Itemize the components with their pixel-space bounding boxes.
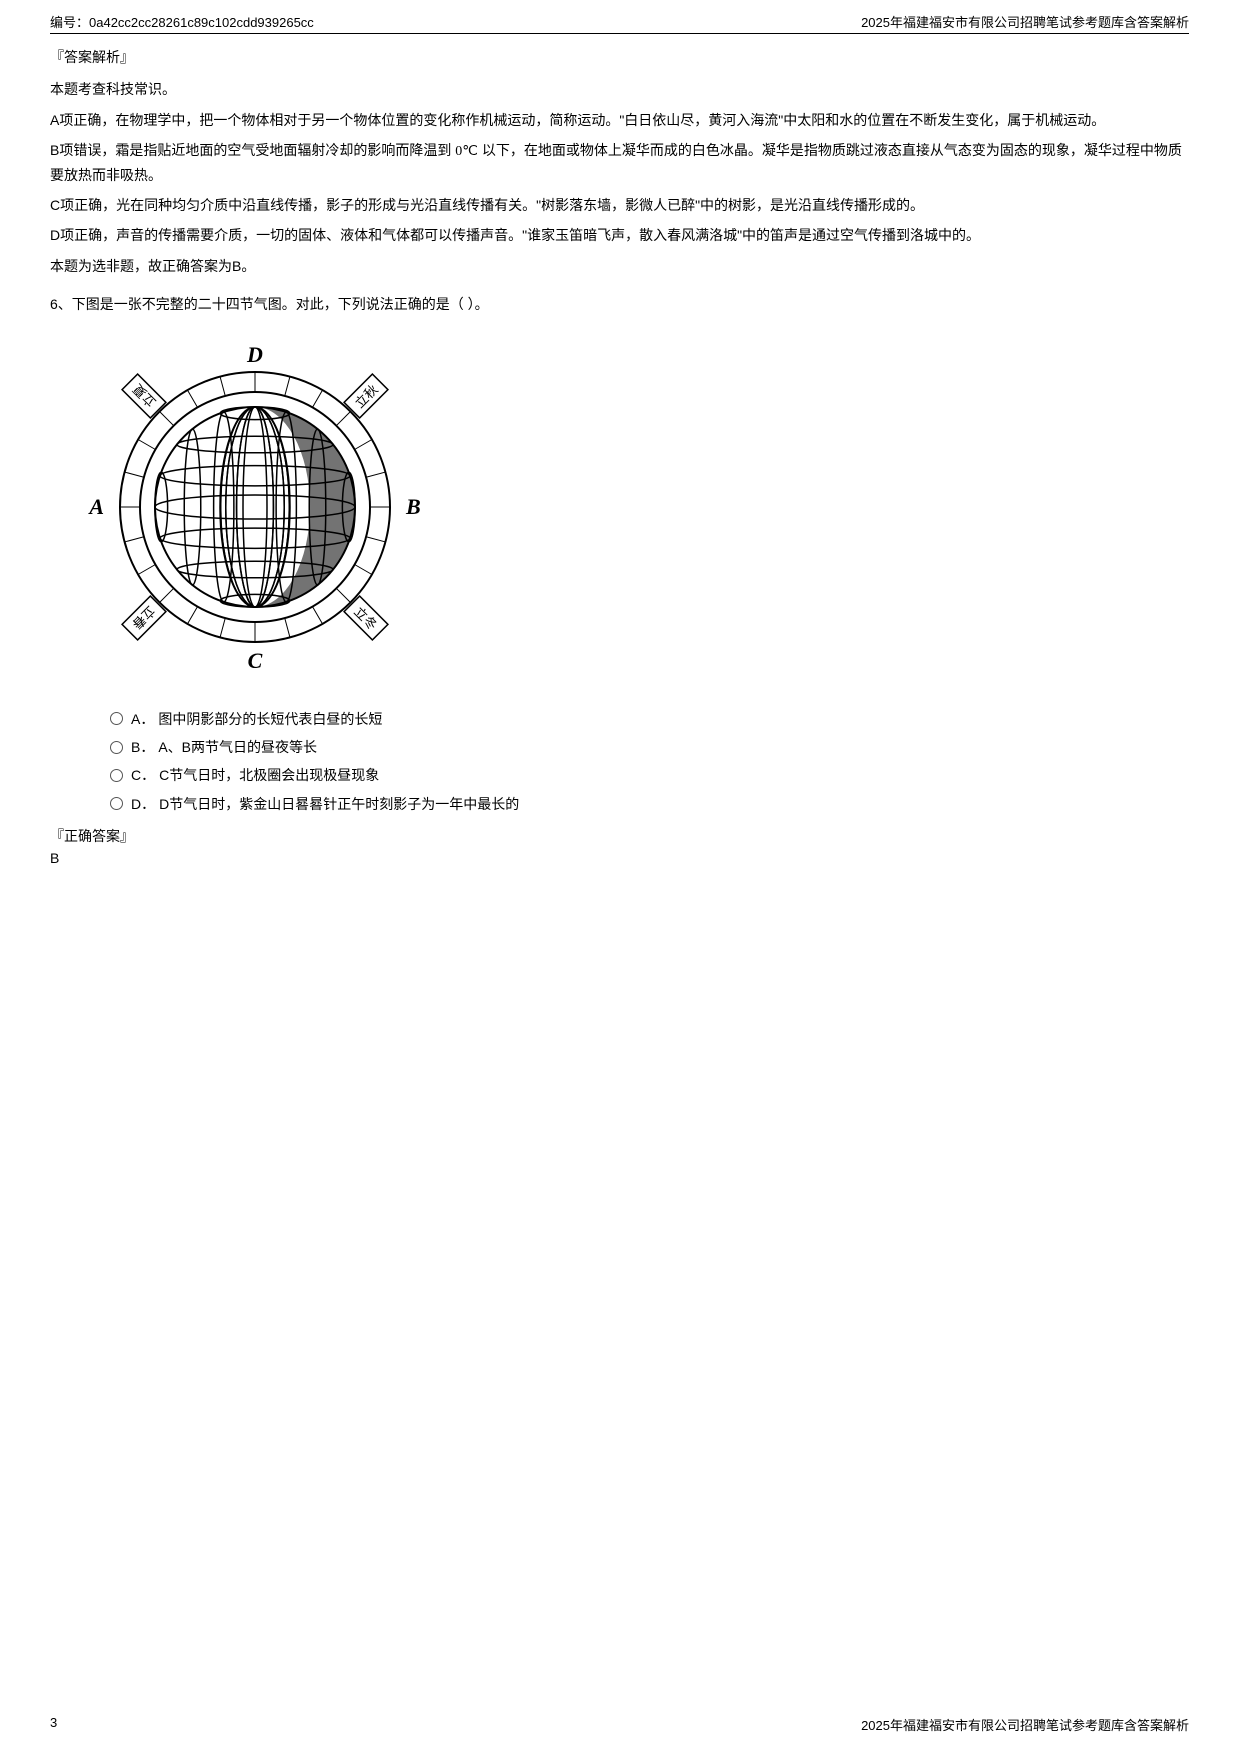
page-header: 编号：0a42cc2cc28261c89c102cdd939265cc 2025…	[50, 12, 1189, 34]
option-text: A、B两节气日的昼夜等长	[158, 736, 317, 758]
header-right: 2025年福建福安市有限公司招聘笔试参考题库含答案解析	[861, 12, 1189, 31]
header-left: 编号：0a42cc2cc28261c89c102cdd939265cc	[50, 12, 314, 31]
option-text: C节气日时，北极圈会出现极昼现象	[159, 764, 379, 786]
svg-text:C: C	[248, 648, 263, 673]
header-code-prefix: 编号：	[50, 15, 89, 30]
radio-icon[interactable]	[110, 769, 123, 782]
page-footer: 3 2025年福建福安市有限公司招聘笔试参考题库含答案解析	[50, 1715, 1189, 1734]
question-text: 6、下图是一张不完整的二十四节气图。对此，下列说法正确的是（ ）。	[50, 293, 1189, 315]
solar-term-diagram: 立秋立冬立春立夏DBCA	[80, 332, 1189, 692]
answer-analysis-label: 『答案解析』	[50, 46, 1189, 68]
option-letter: D．	[131, 793, 155, 815]
option-letter: C．	[131, 764, 155, 786]
para-b-prefix: B项错误，霜是指贴近地面的空气受地面辐射冷却的影响而降温到	[50, 142, 455, 158]
page: 编号：0a42cc2cc28261c89c102cdd939265cc 2025…	[0, 0, 1239, 1754]
intro-line: 本题考查科技常识。	[50, 78, 1189, 100]
diagram-svg: 立秋立冬立春立夏DBCA	[80, 332, 440, 692]
radio-icon[interactable]	[110, 741, 123, 754]
option-a[interactable]: A． 图中阴影部分的长短代表白昼的长短	[110, 708, 1189, 730]
paragraph-a: A项正确，在物理学中，把一个物体相对于另一个物体位置的变化称作机械运动，简称运动…	[50, 109, 1189, 131]
option-letter: B．	[131, 736, 154, 758]
paragraph-b: B项错误，霜是指贴近地面的空气受地面辐射冷却的影响而降温到 0℃ 以下，在地面或…	[50, 139, 1189, 186]
options: A． 图中阴影部分的长短代表白昼的长短 B． A、B两节气日的昼夜等长 C． C…	[110, 708, 1189, 816]
para-b-zero: 0℃	[455, 144, 478, 159]
option-text: 图中阴影部分的长短代表白昼的长短	[158, 708, 382, 730]
svg-text:D: D	[246, 342, 263, 367]
option-c[interactable]: C． C节气日时，北极圈会出现极昼现象	[110, 764, 1189, 786]
svg-text:A: A	[87, 494, 104, 519]
footer-right: 2025年福建福安市有限公司招聘笔试参考题库含答案解析	[861, 1715, 1189, 1734]
radio-icon[interactable]	[110, 712, 123, 725]
svg-text:B: B	[405, 494, 421, 519]
radio-icon[interactable]	[110, 797, 123, 810]
option-letter: A．	[131, 708, 154, 730]
header-code: 0a42cc2cc28261c89c102cdd939265cc	[89, 15, 314, 30]
content-block: 『答案解析』 本题考查科技常识。 A项正确，在物理学中，把一个物体相对于另一个物…	[50, 46, 1189, 870]
footer-page-number: 3	[50, 1715, 57, 1734]
paragraph-c: C项正确，光在同种均匀介质中沿直线传播，影子的形成与光沿直线传播有关。"树影落东…	[50, 194, 1189, 216]
conclusion: 本题为选非题，故正确答案为B。	[50, 255, 1189, 277]
correct-answer-label: 『正确答案』	[50, 825, 1189, 847]
option-text: D节气日时，紫金山日晷晷针正午时刻影子为一年中最长的	[159, 793, 519, 815]
paragraph-d: D项正确，声音的传播需要介质，一切的固体、液体和气体都可以传播声音。"谁家玉笛暗…	[50, 224, 1189, 246]
correct-answer-value: B	[50, 847, 1189, 869]
option-d[interactable]: D． D节气日时，紫金山日晷晷针正午时刻影子为一年中最长的	[110, 793, 1189, 815]
option-b[interactable]: B． A、B两节气日的昼夜等长	[110, 736, 1189, 758]
